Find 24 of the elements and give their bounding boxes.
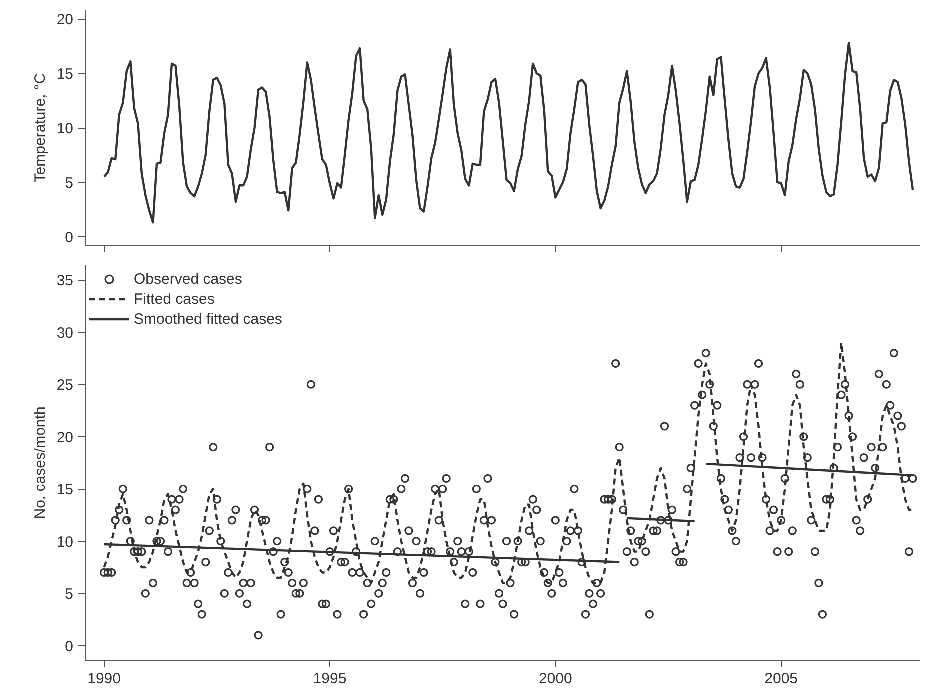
y-tick-label: 0 [65,229,74,246]
y-tick-label: 10 [56,534,74,551]
line-series [103,42,914,224]
y-axis-title: No. cases/month [32,406,49,520]
y-tick-label: 25 [56,377,74,394]
y-tick-label: 30 [56,324,74,342]
x-tick-label: 2000 [538,670,572,688]
y-tick-label: 10 [56,120,74,138]
legend-label: Smoothed fitted cases [134,310,282,328]
y-tick-label: 35 [56,272,74,290]
y-tick-label: 5 [65,174,74,192]
line-series [103,342,914,584]
y-tick-label: 20 [56,429,74,446]
y-tick-label: 20 [56,12,74,29]
x-tick-label: 2005 [764,670,798,688]
x-tick-label: 1995 [313,670,347,688]
y-axis-title: Temperature, °C [32,73,49,183]
y-tick-label: 5 [65,586,74,604]
legend-label: Fitted cases [134,290,215,308]
legend-label: Observed cases [134,270,242,288]
y-tick-label: 15 [56,66,74,84]
y-tick-label: 0 [65,638,74,656]
x-tick-label: 1990 [88,670,121,688]
y-tick-label: 15 [56,482,74,499]
